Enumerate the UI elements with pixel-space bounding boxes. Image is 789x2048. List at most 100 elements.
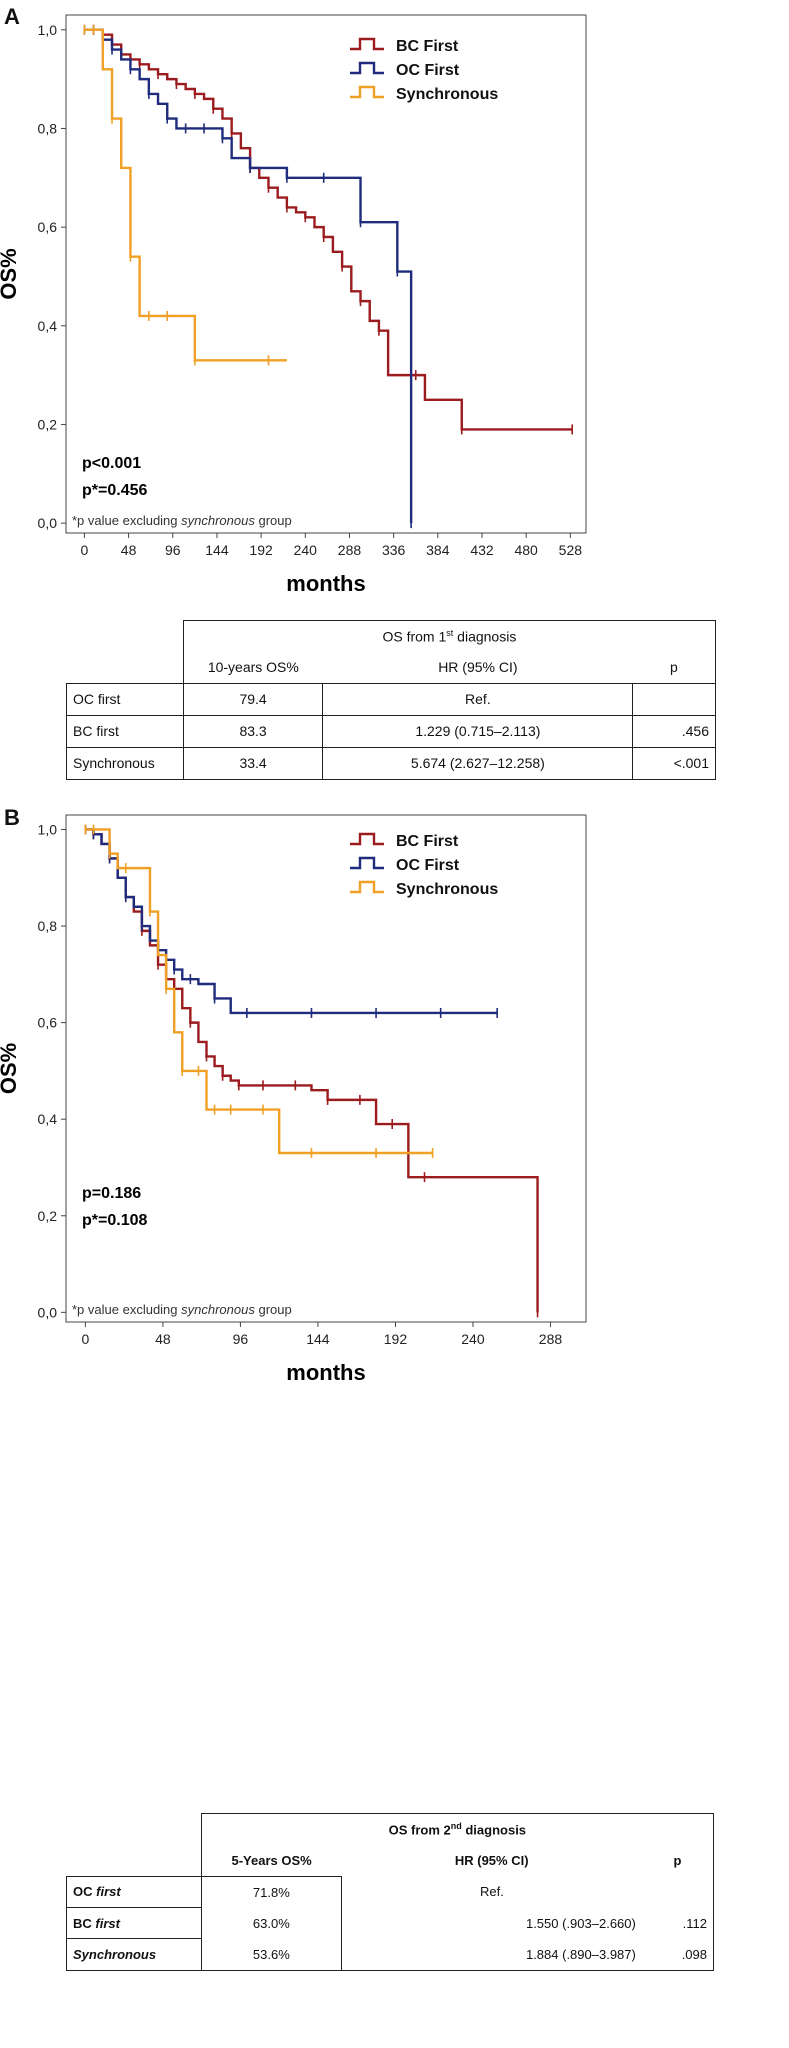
x-tick-label: 192 bbox=[249, 542, 273, 558]
series-line-oc-first bbox=[84, 28, 413, 524]
table-a-col-p: p bbox=[632, 651, 716, 684]
km-chart-a: 0,0 0,2 0,4 0,6 0,8 1,0 0 48 96 144 192 240 288 336 38… bbox=[0, 14, 587, 596]
panel-letter-b: B bbox=[4, 805, 20, 830]
table-a-row-os: 83.3 bbox=[182, 714, 324, 748]
y-axis-label: OS% bbox=[0, 248, 21, 299]
table-a-group-header: OS from 1st diagnosis bbox=[182, 620, 717, 652]
legend-label-bc-first: BC First bbox=[396, 38, 459, 55]
table-a-row-hr: 5.674 (2.627–12.258) bbox=[322, 746, 634, 780]
table-b-row-label: BC first bbox=[66, 1907, 202, 1939]
x-tick-label: 144 bbox=[205, 542, 229, 558]
p-star-value: p*=0.456 bbox=[82, 482, 147, 499]
y-tick-label: 0,2 bbox=[38, 1208, 58, 1224]
legend-label-oc-first: OC First bbox=[396, 857, 460, 874]
table-a-row-os: 33.4 bbox=[182, 746, 324, 780]
table-a-row-hr: 1.229 (0.715–2.113) bbox=[322, 714, 634, 748]
x-tick-label: 528 bbox=[559, 542, 583, 558]
table-row: OC first 71.8% Ref. bbox=[66, 1875, 714, 1908]
table-b-row-os: 53.6% bbox=[200, 1938, 343, 1971]
table-a-row-p: .456 bbox=[632, 714, 716, 748]
series-line-synchronous bbox=[85, 828, 433, 1155]
y-tick-label: 0,8 bbox=[38, 918, 58, 934]
x-tick-label: 0 bbox=[81, 1331, 89, 1347]
panel-letter-a: A bbox=[4, 4, 20, 29]
plot-frame bbox=[65, 14, 587, 534]
legend-swatch-synchronous bbox=[350, 85, 384, 99]
x-tick-label: 240 bbox=[461, 1331, 485, 1347]
table-b-col-hr: HR (95% CI) bbox=[454, 1852, 529, 1868]
legend-label-synchronous: Synchronous bbox=[396, 881, 498, 898]
table-b-row-p bbox=[641, 1876, 714, 1908]
y-tick-label: 0,0 bbox=[38, 515, 58, 531]
table-b-col-os: 5-Years OS% bbox=[200, 1844, 342, 1877]
x-axis-label: months bbox=[286, 1360, 365, 1385]
x-tick-label: 48 bbox=[155, 1331, 171, 1347]
series-line-bc-first bbox=[85, 828, 539, 1313]
footnote: *p value excluding synchronous group bbox=[72, 513, 292, 528]
plot-frame bbox=[65, 814, 587, 1323]
table-row: OC first 79.4 Ref. bbox=[66, 682, 716, 716]
x-axis-label: months bbox=[286, 571, 365, 596]
x-tick-label: 48 bbox=[121, 542, 137, 558]
legend-swatch-bc-first bbox=[350, 832, 384, 846]
y-tick-label: 0,0 bbox=[38, 1304, 58, 1320]
legend-swatch-oc-first bbox=[350, 61, 384, 75]
table-b-row-p: .098 bbox=[641, 1938, 714, 1971]
table-b-row-hr: 1.884 (.890–3.987) bbox=[341, 1938, 642, 1971]
table-a-col-hr: HR (95% CI) bbox=[322, 651, 633, 684]
table-a-row-os: 79.4 bbox=[182, 682, 324, 716]
table-a-row-hr: Ref. bbox=[322, 682, 634, 716]
x-tick-label: 96 bbox=[165, 542, 181, 558]
x-tick-label: 192 bbox=[384, 1331, 408, 1347]
x-tick-label: 384 bbox=[426, 542, 450, 558]
x-tick-label: 144 bbox=[306, 1331, 330, 1347]
y-tick-label: 0,6 bbox=[38, 1015, 58, 1031]
table-b-row-hr: 1.550 (.903–2.660) bbox=[525, 1915, 636, 1931]
legend-swatch-bc-first bbox=[350, 37, 384, 51]
legend-swatch-synchronous bbox=[350, 880, 384, 894]
table-a-row-label: OC first bbox=[66, 682, 184, 716]
x-tick-label: 288 bbox=[338, 542, 362, 558]
y-tick-label: 0,8 bbox=[38, 120, 58, 136]
table-b-row-os: 63.0% bbox=[200, 1907, 343, 1939]
legend-swatch-oc-first bbox=[350, 856, 384, 870]
p-star-value: p*=0.108 bbox=[82, 1212, 147, 1229]
legend-label-bc-first: BC First bbox=[396, 833, 459, 850]
x-tick-label: 432 bbox=[470, 542, 494, 558]
series-line-synchronous bbox=[84, 28, 287, 362]
table-a-row-label: Synchronous bbox=[66, 746, 184, 780]
table-a-row-p bbox=[632, 682, 716, 716]
table-row: Synchronous 33.4 5.674 (2.627–12.258) <.… bbox=[66, 746, 716, 780]
y-tick-label: 1,0 bbox=[38, 821, 58, 837]
y-axis-label: OS% bbox=[0, 1043, 21, 1094]
y-tick-label: 0,2 bbox=[38, 416, 58, 432]
table-row: BC first 63.0% 1.550 (.903–2.660) .112 bbox=[66, 1907, 714, 1939]
table-b-group-header: OS from 2nd diagnosis bbox=[200, 1813, 715, 1845]
y-tick-label: 0,6 bbox=[38, 219, 58, 235]
footnote: *p value excluding synchronous group bbox=[72, 1302, 292, 1317]
x-tick-label: 336 bbox=[382, 542, 406, 558]
table-b-row-hr: Ref. bbox=[480, 1884, 504, 1900]
x-tick-label: 96 bbox=[233, 1331, 249, 1347]
table-row: BC first 83.3 1.229 (0.715–2.113) .456 bbox=[66, 714, 716, 748]
p-value: p=0.186 bbox=[82, 1185, 141, 1202]
table-a-row-label: BC first bbox=[66, 714, 184, 748]
series-line-bc-first bbox=[93, 28, 573, 431]
table-b-row-os: 71.8% bbox=[200, 1875, 343, 1908]
x-tick-label: 0 bbox=[81, 542, 89, 558]
y-tick-label: 1,0 bbox=[38, 22, 58, 38]
y-tick-label: 0,4 bbox=[38, 1111, 58, 1127]
table-a: OS from 1st diagnosis 10-years OS% HR (9… bbox=[66, 620, 717, 780]
p-value: p<0.001 bbox=[82, 455, 141, 472]
table-a-col-os: 10-years OS% bbox=[182, 651, 323, 684]
legend-label-synchronous: Synchronous bbox=[396, 86, 498, 103]
x-tick-label: 288 bbox=[539, 1331, 563, 1347]
table-b-row-label: OC first bbox=[66, 1875, 202, 1908]
x-tick-label: 240 bbox=[294, 542, 318, 558]
km-chart-b: 0,0 0,2 0,4 0,6 0,8 1,0 0 48 96 144 192 240 288 month… bbox=[0, 814, 587, 1385]
table-a-row-p: <.001 bbox=[632, 746, 716, 780]
table-b-row-p: .112 bbox=[641, 1907, 714, 1939]
y-tick-label: 0,4 bbox=[38, 318, 58, 334]
x-tick-label: 480 bbox=[514, 542, 538, 558]
table-b: OS from 2nd diagnosis 5-Years OS% HR (95… bbox=[66, 1813, 715, 1971]
